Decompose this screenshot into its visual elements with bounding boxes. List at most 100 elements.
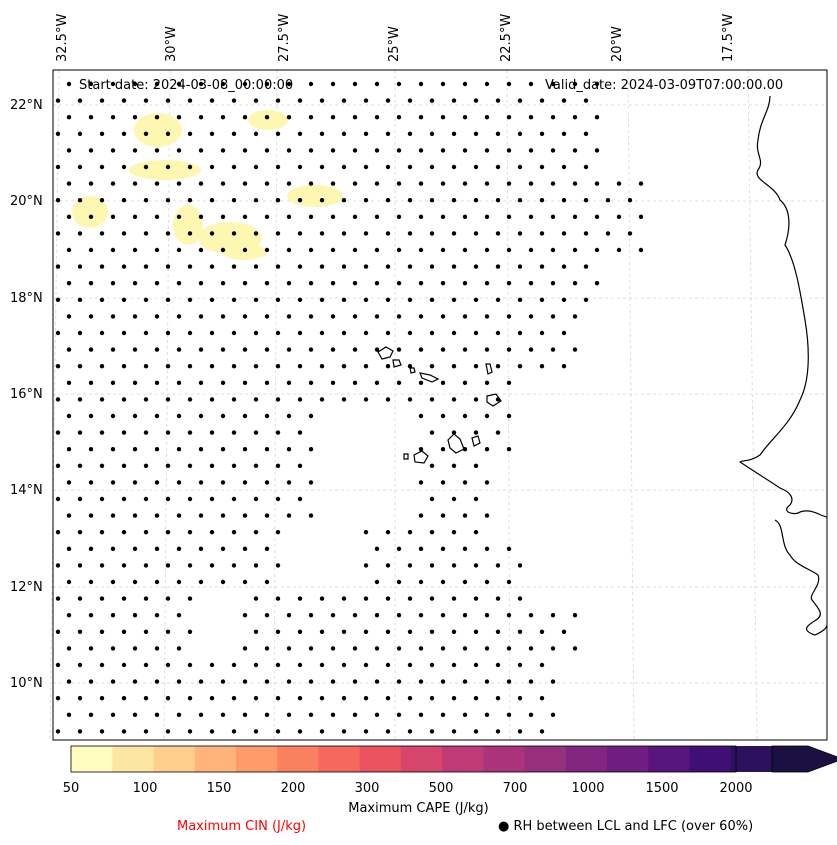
rh-dot (165, 463, 171, 468)
rh-dot (330, 613, 336, 618)
rh-dot (275, 496, 281, 502)
rh-dot (572, 247, 578, 253)
rh-dot (396, 181, 402, 186)
rh-dot (264, 712, 270, 717)
rh-dot (198, 513, 204, 518)
rh-dot (176, 148, 182, 153)
rh-dot (88, 712, 94, 717)
rh-dot (121, 496, 127, 502)
rh-dot (242, 646, 248, 651)
rh-dot (176, 380, 182, 385)
rh-dot (110, 347, 116, 352)
rh-dot (55, 397, 61, 402)
rh-dot (55, 596, 61, 601)
rh-dot (539, 231, 545, 236)
rh-dot (462, 214, 468, 219)
rh-dot (396, 314, 402, 319)
rh-dot (143, 463, 149, 468)
rh-dot (517, 164, 523, 170)
rh-dot (132, 480, 138, 485)
rh-dot (341, 297, 347, 302)
rh-dot (451, 696, 457, 701)
rh-dot (451, 496, 457, 502)
rh-dot (286, 347, 292, 352)
rh-dot (275, 397, 281, 402)
rh-dot (121, 629, 127, 634)
rh-dot (286, 413, 292, 419)
rh-dot (550, 214, 556, 219)
rh-dot (352, 613, 358, 618)
rh-dot (297, 198, 303, 203)
rh-dot (110, 181, 116, 186)
rh-dot (66, 447, 72, 452)
rh-dot (143, 231, 149, 236)
rh-dot (506, 613, 512, 618)
rh-dot (297, 629, 303, 634)
rh-dot (209, 430, 215, 435)
rh-dot (275, 430, 281, 435)
rh-dot (154, 579, 160, 585)
rh-dot (385, 131, 391, 136)
rh-dot (352, 380, 358, 385)
rh-dot (187, 198, 193, 203)
rh-dot (528, 679, 534, 684)
rh-dot (462, 679, 468, 684)
rh-dot (319, 629, 325, 634)
rh-dot (77, 563, 83, 568)
rh-dot (517, 596, 523, 601)
rh-dot (495, 131, 501, 136)
rh-dot (374, 679, 380, 684)
rh-dot (110, 148, 116, 153)
rh-dot (506, 679, 512, 684)
rh-dot (473, 496, 479, 502)
rh-dot (528, 148, 534, 153)
rh-dot (506, 712, 512, 717)
colorbar-border (70, 745, 737, 773)
rh-dot (462, 513, 468, 518)
rh-dot (55, 198, 61, 203)
rh-dot (77, 530, 83, 535)
rh-dot (407, 231, 413, 236)
rh-dot (66, 380, 72, 385)
rh-dot (55, 264, 61, 269)
rh-dot (330, 347, 336, 352)
rh-dot (473, 629, 479, 634)
rh-dot (121, 164, 127, 170)
rh-dot (363, 596, 369, 601)
rh-dot (539, 131, 545, 136)
rh-dot (363, 264, 369, 269)
rh-dot (572, 646, 578, 651)
rh-dot (495, 629, 501, 634)
rh-dot (429, 596, 435, 601)
rh-dot (341, 231, 347, 236)
rh-dot (66, 546, 72, 551)
colorbar-swatch (153, 746, 196, 772)
lon-label: 17.5°W (721, 13, 736, 62)
rh-dot (308, 679, 314, 684)
rh-dot (242, 148, 248, 153)
rh-dot (55, 629, 61, 634)
rh-dot (473, 231, 479, 236)
rh-dot (297, 397, 303, 402)
rh-dot (396, 613, 402, 618)
colorbar-swatch (112, 746, 154, 772)
rh-dot (506, 546, 512, 551)
rh-dot (429, 330, 435, 336)
rh-dot (418, 247, 424, 253)
rh-dot (88, 214, 94, 219)
colorbar-tick: 50 (62, 781, 80, 796)
rh-dot (231, 98, 237, 103)
rh-dot (462, 347, 468, 352)
rh-dot (407, 264, 413, 269)
rh-dot (99, 231, 105, 236)
rh-dot (264, 81, 270, 87)
rh-dot (407, 662, 413, 668)
rh-dot (330, 712, 336, 717)
rh-dot (297, 164, 303, 170)
rh-dot (99, 729, 105, 734)
rh-dot (198, 281, 204, 286)
rh-dot (99, 430, 105, 435)
rh-dot (319, 264, 325, 269)
rh-dot (572, 181, 578, 186)
rh-dot (572, 115, 578, 120)
